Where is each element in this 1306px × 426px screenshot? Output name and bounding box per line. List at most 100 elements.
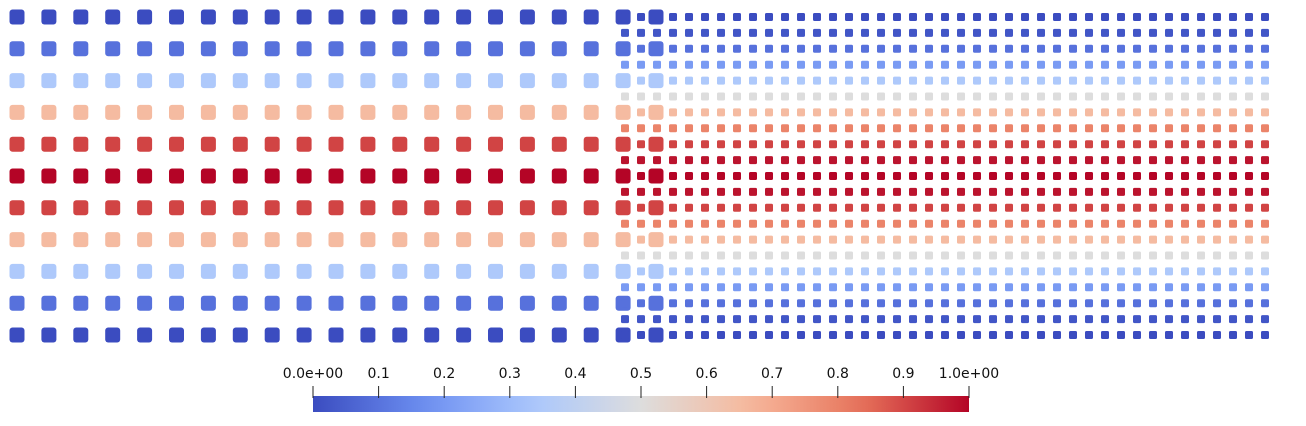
fine-point [1165, 108, 1173, 117]
coarse-point [392, 136, 408, 152]
fine-point [621, 76, 629, 85]
fine-point [893, 172, 901, 180]
fine-point [717, 235, 725, 244]
coarse-point [456, 73, 472, 89]
fine-point [893, 251, 901, 260]
fine-point [637, 172, 645, 180]
fine-point [1101, 283, 1109, 292]
fine-point [829, 92, 837, 101]
coarse-point [456, 200, 472, 216]
fine-point [781, 108, 789, 117]
fine-point [1133, 331, 1141, 339]
coarse-point [360, 295, 376, 311]
fine-point [765, 13, 773, 21]
coarse-point [264, 41, 280, 57]
coarse-point [328, 200, 344, 216]
fine-point [1165, 235, 1173, 244]
fine-point [877, 251, 885, 260]
coarse-point [200, 263, 216, 279]
fine-point [685, 76, 693, 85]
fine-point [1085, 108, 1093, 117]
fine-point [685, 187, 693, 196]
fine-point [813, 315, 821, 324]
fine-point [1197, 235, 1205, 244]
fine-point [893, 124, 901, 133]
fine-point [733, 28, 741, 37]
fine-point [973, 156, 981, 165]
fine-point [1165, 60, 1173, 69]
fine-point [813, 108, 821, 117]
fine-point [765, 299, 773, 308]
fine-point [1133, 76, 1141, 85]
fine-point [941, 60, 949, 69]
fine-point [813, 60, 821, 69]
fine-point [1085, 92, 1093, 101]
fine-point [1037, 156, 1045, 165]
fine-point [1085, 13, 1093, 21]
fine-point [669, 28, 677, 37]
fine-point [1053, 108, 1061, 117]
fine-point [1181, 28, 1189, 37]
fine-point [1149, 28, 1157, 37]
fine-point [1101, 108, 1109, 117]
coarse-point [424, 41, 440, 57]
fine-point [653, 187, 661, 196]
fine-point [909, 156, 917, 165]
fine-point [1085, 283, 1093, 292]
fine-point [797, 315, 805, 324]
coarse-point [105, 136, 121, 152]
fine-point [989, 60, 997, 69]
coarse-point [328, 136, 344, 152]
fine-point [973, 203, 981, 212]
fine-point [701, 283, 709, 292]
fine-point [989, 283, 997, 292]
fine-point [941, 283, 949, 292]
fine-point [797, 28, 805, 37]
fine-point [621, 219, 629, 228]
fine-point [1085, 140, 1093, 149]
fine-point [1213, 172, 1221, 180]
fine-point [1021, 108, 1029, 117]
fine-point [1197, 283, 1205, 292]
fine-point [733, 331, 741, 339]
fine-point [1245, 76, 1253, 85]
fine-point [989, 28, 997, 37]
fine-point [701, 267, 709, 276]
fine-point [621, 124, 629, 133]
fine-point [1149, 124, 1157, 133]
fine-point [1149, 331, 1157, 339]
fine-point [1181, 13, 1189, 21]
fine-point [973, 28, 981, 37]
fine-point [861, 283, 869, 292]
fine-point [1245, 283, 1253, 292]
coarse-point [137, 200, 153, 216]
fine-point [749, 124, 757, 133]
fine-point [1229, 235, 1237, 244]
fine-point [1117, 219, 1125, 228]
fine-point [973, 108, 981, 117]
fine-point [637, 283, 645, 292]
coarse-point [456, 263, 472, 279]
fine-point [1117, 76, 1125, 85]
fine-point [1069, 108, 1077, 117]
fine-point [1181, 251, 1189, 260]
fine-point [1085, 235, 1093, 244]
fine-point [1181, 44, 1189, 53]
fine-point [701, 203, 709, 212]
coarse-point [200, 73, 216, 89]
fine-point [909, 331, 917, 339]
fine-point [621, 283, 629, 292]
coarse-point [73, 232, 89, 248]
fine-point [813, 172, 821, 180]
coarse-point [583, 136, 599, 152]
coarse-point [264, 104, 280, 120]
fine-point [1149, 315, 1157, 324]
fine-point [1037, 28, 1045, 37]
fine-point [701, 299, 709, 308]
fine-point [1021, 187, 1029, 196]
coarse-point [73, 104, 89, 120]
fine-point [765, 203, 773, 212]
fine-point [1165, 283, 1173, 292]
